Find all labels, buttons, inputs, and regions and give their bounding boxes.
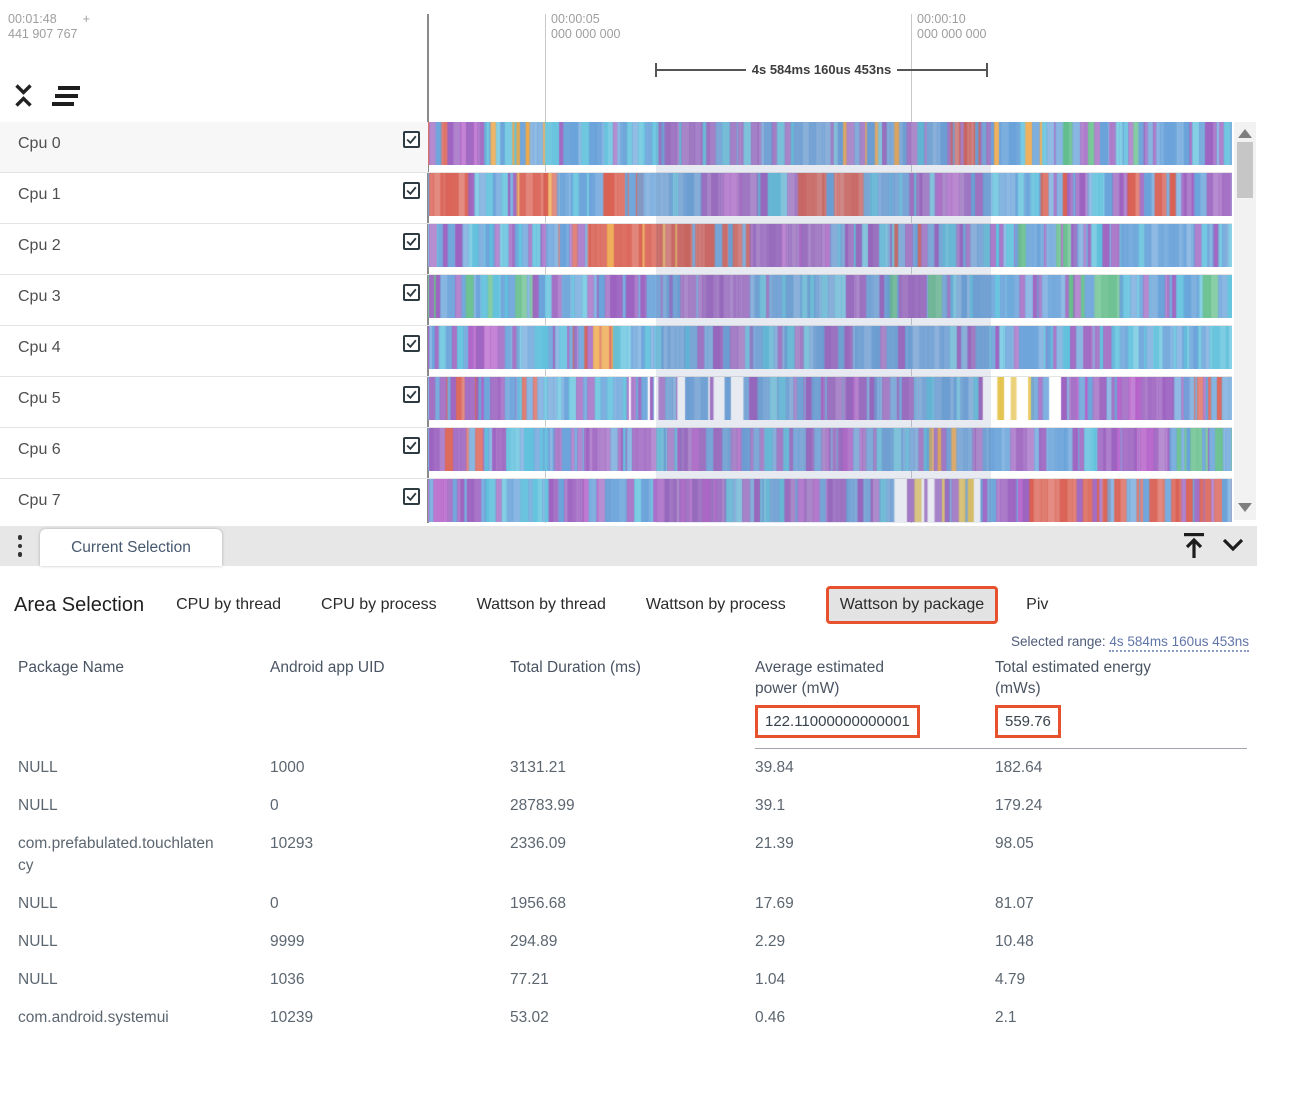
- table-row: NULL 9999 294.89 2.29 10.48: [18, 933, 1034, 950]
- tab-current-selection[interactable]: Current Selection: [40, 529, 222, 566]
- cpu-track-canvas[interactable]: [428, 428, 1232, 471]
- collapse-panel-chevron-icon[interactable]: [1221, 535, 1245, 555]
- wattson-package-table: Package Name Android app UID Total Durat…: [18, 653, 1250, 1037]
- col-total-duration: Total Duration (ms): [510, 659, 641, 676]
- track-checkbox[interactable]: [403, 131, 420, 148]
- timeline-gridline-5s: [545, 14, 546, 523]
- track-row: Cpu 3: [0, 275, 1232, 326]
- cpu-track-list: Cpu 0 Cpu 1 Cpu 2 Cpu 3 Cpu 4 Cpu 5: [0, 122, 1257, 523]
- scrollbar-up-arrow-icon[interactable]: [1238, 129, 1252, 138]
- timeline-ruler: 00:01:48 + 441 907 767 00:00:05 000 000 00…: [0, 0, 1257, 122]
- tab-wattson-by-thread[interactable]: Wattson by thread: [476, 596, 606, 613]
- track-checkbox[interactable]: [403, 488, 420, 505]
- col-average-estimated-power: Average estimated power (mW): [755, 659, 884, 697]
- tab-pivot-table-truncated[interactable]: Piv: [1026, 596, 1049, 613]
- panel-title: Area Selection: [14, 593, 145, 616]
- timeline-gridline-10s: [911, 14, 912, 523]
- ruler-tick-label: 00:00:10 000 000 000: [917, 12, 987, 41]
- track-checkbox[interactable]: [403, 386, 420, 403]
- cursor-timestamp: 00:01:48 + 441 907 767: [8, 12, 90, 42]
- track-label: Cpu 7: [18, 492, 61, 509]
- cpu-track-canvas[interactable]: [428, 224, 1232, 267]
- track-row: Cpu 1: [0, 173, 1232, 224]
- track-row: Cpu 5: [0, 377, 1232, 428]
- selection-range-duration: 4s 584ms 160us 453ns: [751, 62, 892, 77]
- table-header-row: Package Name Android app UID Total Durat…: [18, 653, 1250, 699]
- selected-range-label: Selected range:: [1011, 634, 1106, 649]
- ruler-tick-label: 00:00:05 000 000 000: [551, 12, 621, 41]
- track-label: Cpu 6: [18, 441, 61, 458]
- summary-total-energy-highlight: 559.76: [995, 705, 1061, 738]
- selected-range-value[interactable]: 4s 584ms 160us 453ns: [1109, 634, 1249, 652]
- track-label: Cpu 2: [18, 237, 61, 254]
- tracks-scrollbar[interactable]: [1234, 122, 1256, 520]
- scrollbar-down-arrow-icon[interactable]: [1238, 503, 1252, 512]
- track-label: Cpu 0: [18, 135, 61, 152]
- track-row: Cpu 7: [0, 479, 1232, 523]
- track-row: Cpu 2: [0, 224, 1232, 275]
- panel-menu-icon[interactable]: [0, 526, 40, 566]
- selection-range-bracket: 4s 584ms 160us 453ns: [655, 62, 988, 77]
- track-label: Cpu 3: [18, 288, 61, 305]
- track-checkbox[interactable]: [403, 182, 420, 199]
- cursor-plus: +: [82, 12, 90, 26]
- col-android-app-uid: Android app UID: [270, 659, 385, 676]
- tab-wattson-by-package[interactable]: Wattson by package: [825, 586, 999, 624]
- table-row: NULL 1036 77.21 1.04 4.79: [18, 971, 1026, 988]
- table-summary-row: 122.11000000000001 559.76: [18, 699, 1250, 749]
- cpu-track-canvas[interactable]: [428, 173, 1232, 216]
- tab-cpu-by-process[interactable]: CPU by process: [321, 596, 437, 613]
- scrollbar-thumb[interactable]: [1237, 142, 1253, 198]
- summary-average-power-highlight: 122.11000000000001: [755, 705, 920, 738]
- track-row: Cpu 6: [0, 428, 1232, 479]
- current-selection-panel: Area Selection CPU by thread CPU by proc…: [0, 566, 1257, 1037]
- track-label: Cpu 1: [18, 186, 61, 203]
- track-label: Cpu 5: [18, 390, 61, 407]
- tab-cpu-by-thread[interactable]: CPU by thread: [176, 596, 282, 613]
- cursor-nanoseconds: 441 907 767: [8, 27, 78, 41]
- table-row: NULL 1000 3131.21 39.84 182.64: [18, 759, 1043, 776]
- cpu-track-canvas[interactable]: [428, 479, 1232, 522]
- table-row: NULL 0 1956.68 17.69 81.07: [18, 895, 1034, 912]
- track-checkbox[interactable]: [403, 335, 420, 352]
- track-checkbox[interactable]: [403, 233, 420, 250]
- track-checkbox[interactable]: [403, 437, 420, 454]
- bottom-panel-tabbar: Current Selection: [0, 526, 1257, 566]
- col-total-estimated-energy: Total estimated energy (mWs): [995, 659, 1151, 697]
- table-row: NULL 0 28783.99 39.1 179.24: [18, 797, 1043, 814]
- cpu-track-canvas[interactable]: [428, 377, 1232, 420]
- expand-panel-icon[interactable]: [1181, 531, 1207, 559]
- track-checkbox[interactable]: [403, 284, 420, 301]
- selected-range-row: Selected range: 4s 584ms 160us 453ns: [0, 634, 1257, 652]
- cpu-track-canvas[interactable]: [428, 122, 1232, 165]
- table-row: com.prefabulated.touchlatency 10293 2336…: [18, 835, 1034, 874]
- track-row: Cpu 4: [0, 326, 1232, 377]
- cpu-track-canvas[interactable]: [428, 275, 1232, 318]
- cursor-time: 00:01:48: [8, 12, 57, 26]
- sort-tracks-icon[interactable]: [51, 85, 81, 107]
- table-row: com.android.systemui 10239 53.02 0.46 2.…: [18, 1009, 1017, 1026]
- cpu-track-canvas[interactable]: [428, 326, 1232, 369]
- track-label: Cpu 4: [18, 339, 61, 356]
- timeline-left-border: [427, 14, 429, 523]
- collapse-tracks-icon[interactable]: [12, 82, 35, 109]
- tab-wattson-by-process[interactable]: Wattson by process: [645, 596, 786, 613]
- track-row: Cpu 0: [0, 122, 1232, 173]
- col-package-name: Package Name: [18, 659, 124, 676]
